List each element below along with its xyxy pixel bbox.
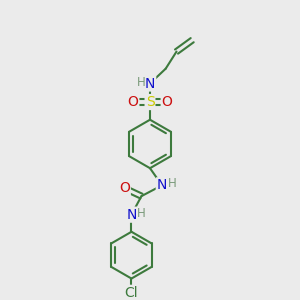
Text: H: H xyxy=(137,207,146,220)
Text: H: H xyxy=(136,76,145,89)
Text: O: O xyxy=(128,95,138,109)
Text: O: O xyxy=(119,181,130,195)
Text: N: N xyxy=(126,208,137,222)
Text: S: S xyxy=(146,95,154,109)
Text: Cl: Cl xyxy=(125,286,138,300)
Text: N: N xyxy=(157,178,167,192)
Text: O: O xyxy=(162,95,172,109)
Text: N: N xyxy=(145,76,155,91)
Text: H: H xyxy=(168,177,176,190)
